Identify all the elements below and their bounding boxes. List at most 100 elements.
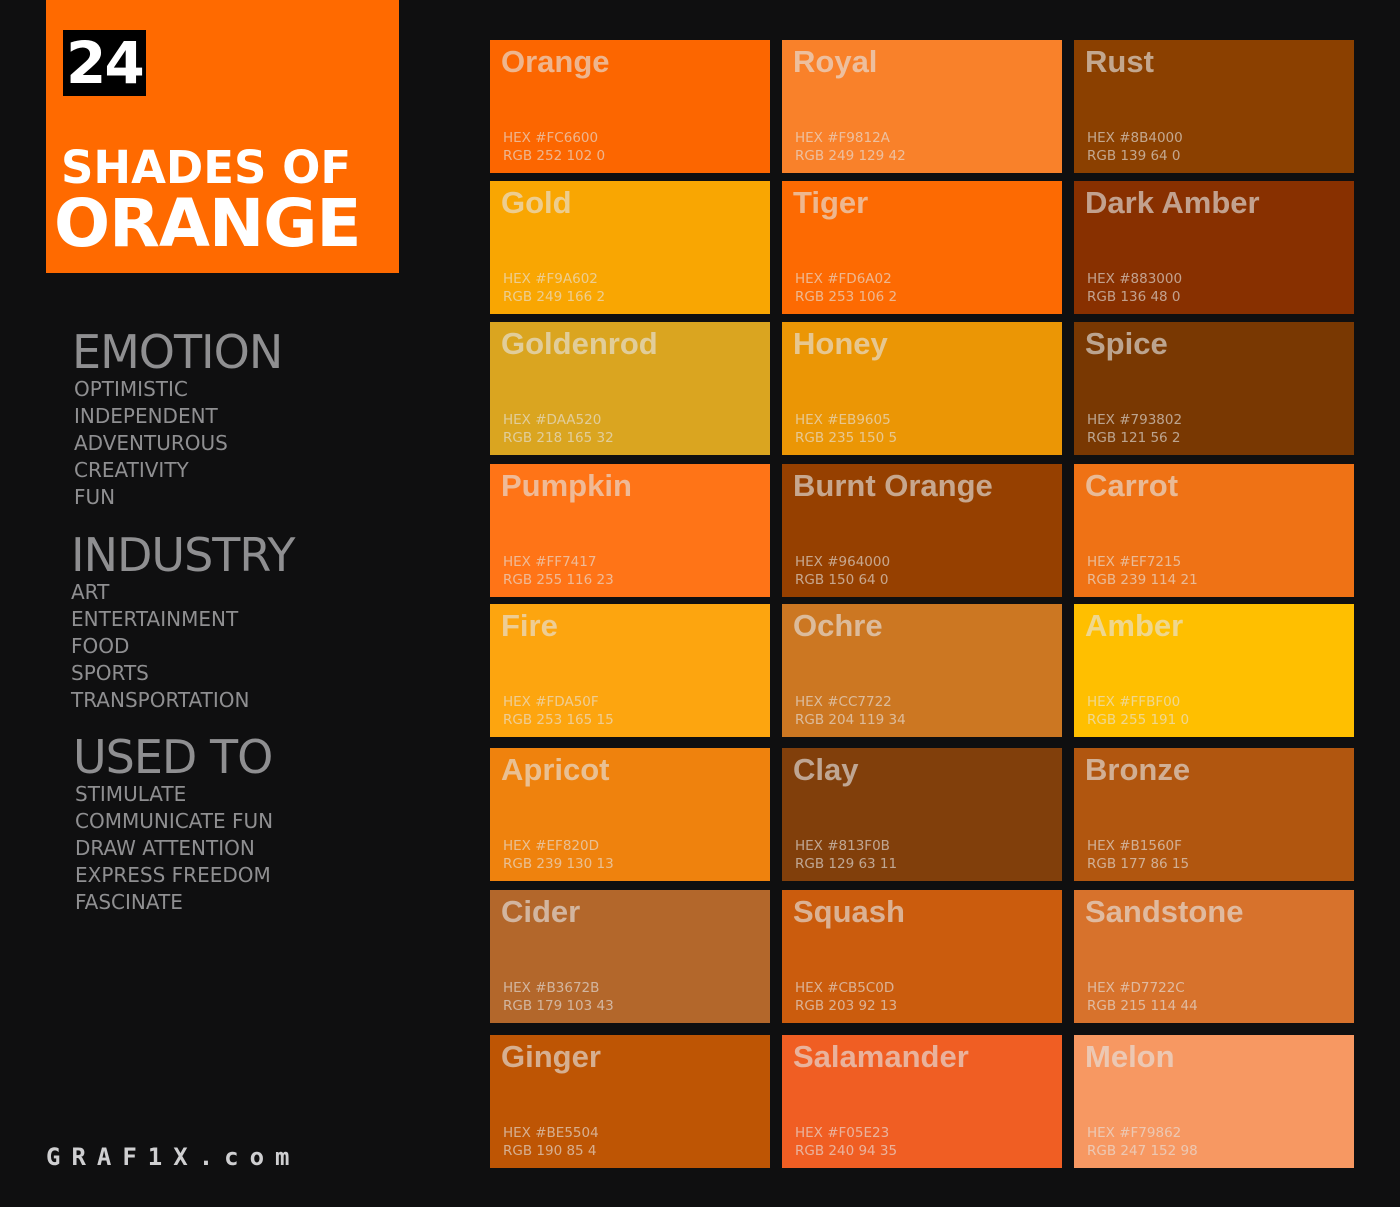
color-swatch: Ginger HEX #BE5504 RGB 190 85 4 bbox=[490, 1035, 770, 1168]
used-to-item: STIMULATE bbox=[75, 782, 187, 806]
title-line-2: ORANGE bbox=[54, 185, 362, 262]
swatch-rgb: RGB 129 63 11 bbox=[795, 856, 898, 872]
color-swatch: Sandstone HEX #D7722C RGB 215 114 44 bbox=[1074, 890, 1354, 1023]
swatch-name: Pumpkin bbox=[501, 468, 632, 503]
swatch-hex: HEX #DAA520 bbox=[503, 412, 602, 428]
swatch-name: Clay bbox=[793, 752, 859, 787]
color-swatch: Squash HEX #CB5C0D RGB 203 92 13 bbox=[782, 890, 1062, 1023]
swatch-name: Dark Amber bbox=[1085, 185, 1260, 220]
swatch-rgb: RGB 240 94 35 bbox=[795, 1143, 898, 1159]
swatch-rgb: RGB 252 102 0 bbox=[503, 148, 606, 164]
swatch-name: Amber bbox=[1085, 608, 1184, 643]
swatch-hex: HEX #CC7722 bbox=[795, 694, 892, 710]
color-swatch: Cider HEX #B3672B RGB 179 103 43 bbox=[490, 890, 770, 1023]
swatch-rgb: RGB 239 130 13 bbox=[503, 856, 614, 872]
color-swatch: Bronze HEX #B1560F RGB 177 86 15 bbox=[1074, 748, 1354, 881]
industry-item: FOOD bbox=[71, 634, 130, 658]
swatch-rgb: RGB 177 86 15 bbox=[1087, 856, 1190, 872]
swatch-name: Orange bbox=[501, 44, 610, 79]
swatch-hex: HEX #F05E23 bbox=[795, 1125, 890, 1141]
emotion-item: INDEPENDENT bbox=[74, 404, 218, 428]
color-swatch: Dark Amber HEX #883000 RGB 136 48 0 bbox=[1074, 181, 1354, 314]
color-swatch: Ochre HEX #CC7722 RGB 204 119 34 bbox=[782, 604, 1062, 737]
color-swatch: Rust HEX #8B4000 RGB 139 64 0 bbox=[1074, 40, 1354, 173]
swatch-name: Rust bbox=[1085, 44, 1154, 79]
swatch-hex: HEX #FDA50F bbox=[503, 694, 599, 710]
used-to-item: EXPRESS FREEDOM bbox=[75, 863, 271, 887]
swatch-rgb: RGB 136 48 0 bbox=[1087, 289, 1181, 305]
swatch-hex: HEX #FFBF00 bbox=[1087, 694, 1181, 710]
swatch-name: Gold bbox=[501, 185, 572, 220]
emotion-heading: EMOTION bbox=[72, 325, 283, 379]
swatch-name: Bronze bbox=[1085, 752, 1191, 787]
industry-item: TRANSPORTATION bbox=[71, 688, 250, 712]
swatch-name: Cider bbox=[501, 894, 581, 929]
swatch-hex: HEX #B1560F bbox=[1087, 838, 1182, 854]
swatch-hex: HEX #B3672B bbox=[503, 980, 600, 996]
swatch-hex: HEX #883000 bbox=[1087, 271, 1183, 287]
color-swatch: Goldenrod HEX #DAA520 RGB 218 165 32 bbox=[490, 322, 770, 455]
used-to-item: FASCINATE bbox=[75, 890, 183, 914]
color-swatch: Clay HEX #813F0B RGB 129 63 11 bbox=[782, 748, 1062, 881]
swatch-hex: HEX #BE5504 bbox=[503, 1125, 599, 1141]
swatch-rgb: RGB 247 152 98 bbox=[1087, 1143, 1198, 1159]
swatch-hex: HEX #FD6A02 bbox=[795, 271, 892, 287]
swatch-name: Sandstone bbox=[1085, 894, 1244, 929]
color-swatch: Apricot HEX #EF820D RGB 239 130 13 bbox=[490, 748, 770, 881]
color-swatch: Carrot HEX #EF7215 RGB 239 114 21 bbox=[1074, 464, 1354, 597]
swatch-rgb: RGB 150 64 0 bbox=[795, 572, 889, 588]
swatch-hex: HEX #FC6600 bbox=[503, 130, 599, 146]
swatch-name: Fire bbox=[501, 608, 558, 643]
industry-heading: INDUSTRY bbox=[71, 528, 295, 582]
swatch-rgb: RGB 203 92 13 bbox=[795, 998, 898, 1014]
swatch-name: Melon bbox=[1085, 1039, 1175, 1074]
color-swatch: Royal HEX #F9812A RGB 249 129 42 bbox=[782, 40, 1062, 173]
color-swatch: Amber HEX #FFBF00 RGB 255 191 0 bbox=[1074, 604, 1354, 737]
swatch-name: Apricot bbox=[501, 752, 610, 787]
industry-section: INDUSTRY ART ENTERTAINMENT FOOD SPORTS T… bbox=[71, 528, 295, 714]
color-swatch: Fire HEX #FDA50F RGB 253 165 15 bbox=[490, 604, 770, 737]
swatch-hex: HEX #F9812A bbox=[795, 130, 890, 146]
swatch-rgb: RGB 249 129 42 bbox=[795, 148, 906, 164]
industry-item: ENTERTAINMENT bbox=[71, 607, 239, 631]
swatch-rgb: RGB 255 191 0 bbox=[1087, 712, 1190, 728]
color-swatch: Tiger HEX #FD6A02 RGB 253 106 2 bbox=[782, 181, 1062, 314]
swatch-name: Goldenrod bbox=[501, 326, 658, 361]
used-to-list: STIMULATE COMMUNICATE FUN DRAW ATTENTION… bbox=[75, 781, 273, 916]
swatch-hex: HEX #FF7417 bbox=[503, 554, 597, 570]
used-to-item: COMMUNICATE FUN bbox=[75, 809, 274, 833]
swatch-name: Carrot bbox=[1085, 468, 1179, 503]
swatch-rgb: RGB 179 103 43 bbox=[503, 998, 614, 1014]
swatch-rgb: RGB 139 64 0 bbox=[1087, 148, 1181, 164]
industry-item: ART bbox=[71, 580, 110, 604]
emotion-item: ADVENTUROUS bbox=[74, 431, 228, 455]
swatch-rgb: RGB 249 166 2 bbox=[503, 289, 606, 305]
industry-item: SPORTS bbox=[71, 661, 149, 685]
swatch-name: Royal bbox=[793, 44, 878, 79]
swatch-name: Burnt Orange bbox=[793, 468, 993, 503]
swatch-rgb: RGB 190 85 4 bbox=[503, 1143, 597, 1159]
color-swatch: Orange HEX #FC6600 RGB 252 102 0 bbox=[490, 40, 770, 173]
swatch-hex: HEX #793802 bbox=[1087, 412, 1183, 428]
swatch-name: Ginger bbox=[501, 1039, 601, 1074]
swatch-hex: HEX #8B4000 bbox=[1087, 130, 1183, 146]
swatch-hex: HEX #964000 bbox=[795, 554, 891, 570]
swatch-hex: HEX #EF7215 bbox=[1087, 554, 1182, 570]
color-swatch: Spice HEX #793802 RGB 121 56 2 bbox=[1074, 322, 1354, 455]
title-line-1: SHADES OF bbox=[61, 141, 352, 194]
swatch-rgb: RGB 215 114 44 bbox=[1087, 998, 1198, 1014]
emotion-item: OPTIMISTIC bbox=[74, 377, 188, 401]
swatch-rgb: RGB 235 150 5 bbox=[795, 430, 898, 446]
swatch-rgb: RGB 253 106 2 bbox=[795, 289, 898, 305]
swatch-name: Salamander bbox=[793, 1039, 969, 1074]
swatch-rgb: RGB 204 119 34 bbox=[795, 712, 906, 728]
swatch-hex: HEX #813F0B bbox=[795, 838, 890, 854]
color-swatch: Honey HEX #EB9605 RGB 235 150 5 bbox=[782, 322, 1062, 455]
swatch-hex: HEX #EF820D bbox=[503, 838, 599, 854]
color-swatch: Salamander HEX #F05E23 RGB 240 94 35 bbox=[782, 1035, 1062, 1168]
swatch-name: Honey bbox=[793, 326, 888, 361]
shade-count: 24 bbox=[63, 30, 146, 96]
emotion-item: CREATIVITY bbox=[74, 458, 189, 482]
used-to-item: DRAW ATTENTION bbox=[75, 836, 255, 860]
used-to-section: USED TO STIMULATE COMMUNICATE FUN DRAW A… bbox=[73, 733, 273, 916]
